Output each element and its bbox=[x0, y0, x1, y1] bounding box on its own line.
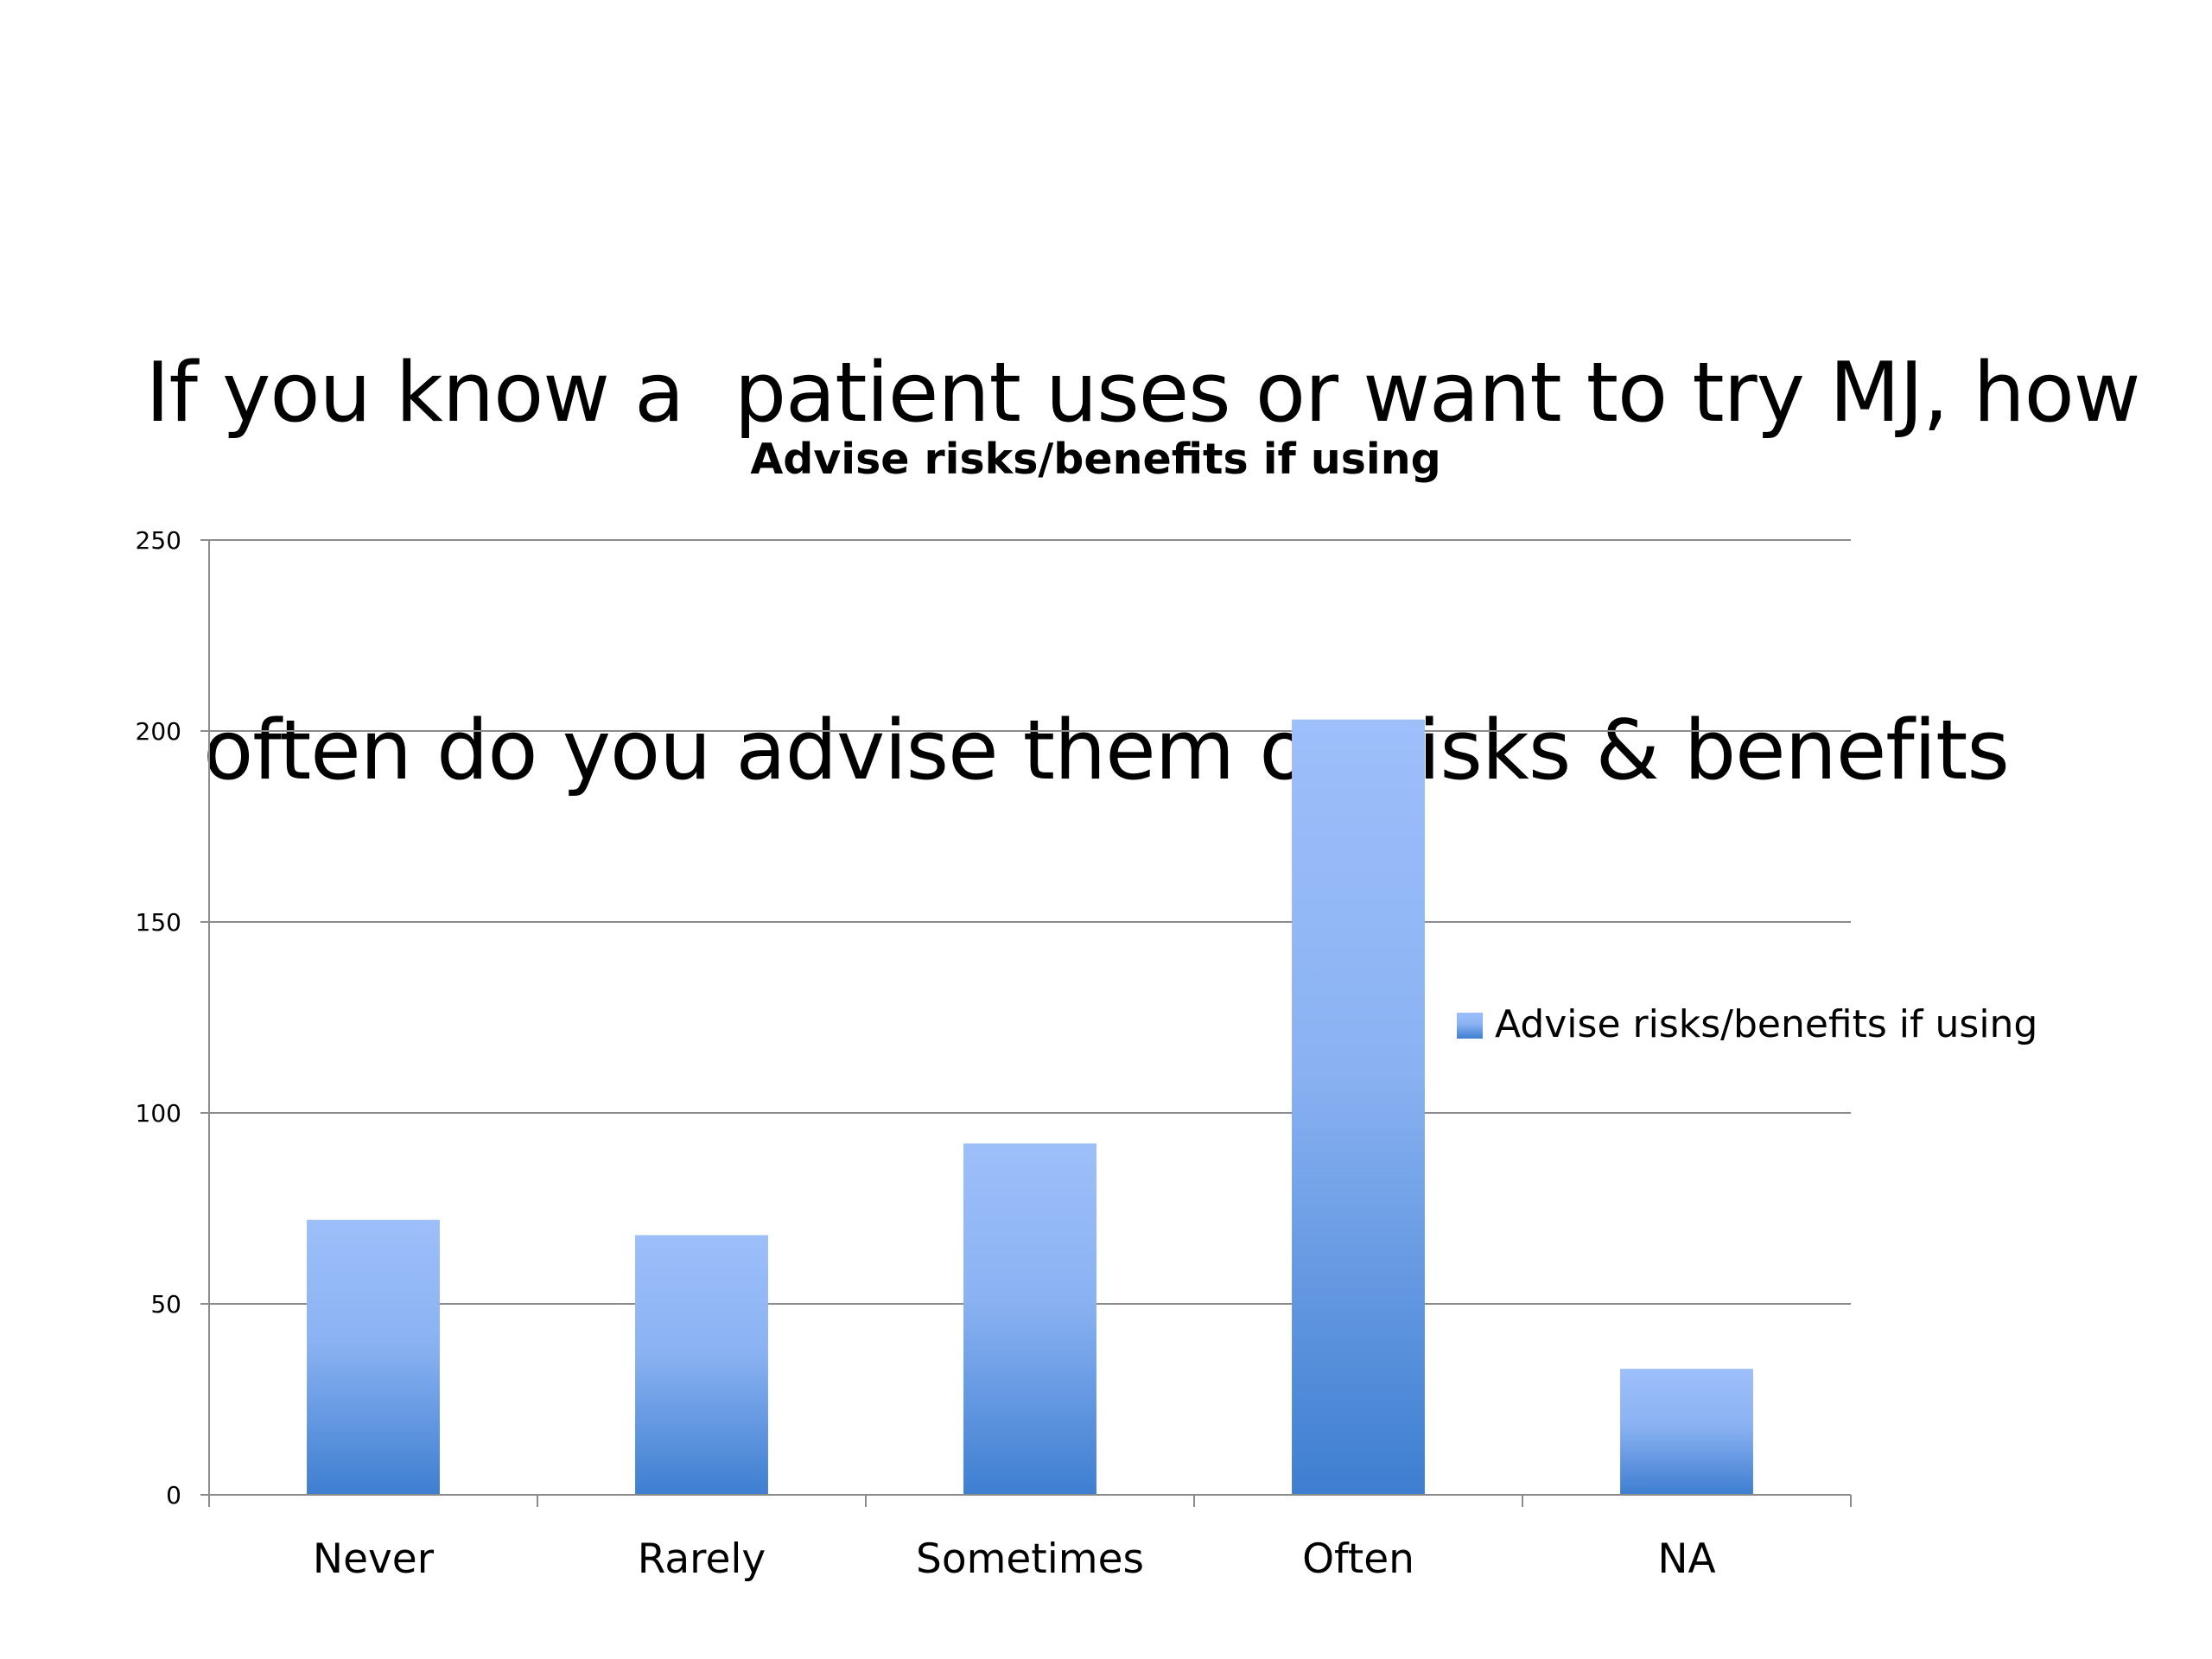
y-tick-label: 100 bbox=[136, 1099, 181, 1128]
bar-often bbox=[1292, 719, 1425, 1495]
y-tick-label: 250 bbox=[136, 526, 181, 555]
x-axis bbox=[208, 1494, 1852, 1507]
y-tick-label: 150 bbox=[136, 908, 181, 937]
y-tick-label: 200 bbox=[136, 717, 181, 746]
slide-title: If you know a patient uses or want to tr… bbox=[0, 95, 2212, 930]
legend-swatch bbox=[1457, 1013, 1483, 1039]
y-axis-tick-labels: 0 50 100 150 200 250 bbox=[136, 526, 181, 1510]
slide-title-line-1: If you know a patient uses or want to tr… bbox=[145, 346, 2140, 441]
legend: Advise risks/benefits if using bbox=[1457, 1002, 2037, 1046]
gridlines bbox=[200, 539, 1851, 1496]
slide-title-line-2: often do you advise them on risks & bene… bbox=[203, 703, 2010, 798]
x-tick-label: Sometimes bbox=[916, 1535, 1144, 1583]
bar-na bbox=[1620, 1369, 1753, 1495]
bar-rarely bbox=[635, 1235, 768, 1495]
x-tick-label: Never bbox=[313, 1535, 435, 1583]
x-axis-tick-labels: Never Rarely Sometimes Often NA bbox=[313, 1535, 1716, 1583]
bar-sometimes bbox=[963, 1143, 1096, 1495]
bars bbox=[307, 719, 1753, 1495]
x-tick-label: Rarely bbox=[638, 1535, 766, 1583]
x-tick-label: NA bbox=[1657, 1535, 1715, 1583]
y-tick-label: 50 bbox=[150, 1290, 181, 1319]
bar-never bbox=[307, 1219, 440, 1495]
chart-title: Advise risks/benefits if using bbox=[750, 435, 1440, 484]
x-tick-label: Often bbox=[1302, 1535, 1414, 1583]
legend-label: Advise risks/benefits if using bbox=[1495, 1002, 2037, 1046]
y-tick-label: 0 bbox=[166, 1481, 181, 1510]
